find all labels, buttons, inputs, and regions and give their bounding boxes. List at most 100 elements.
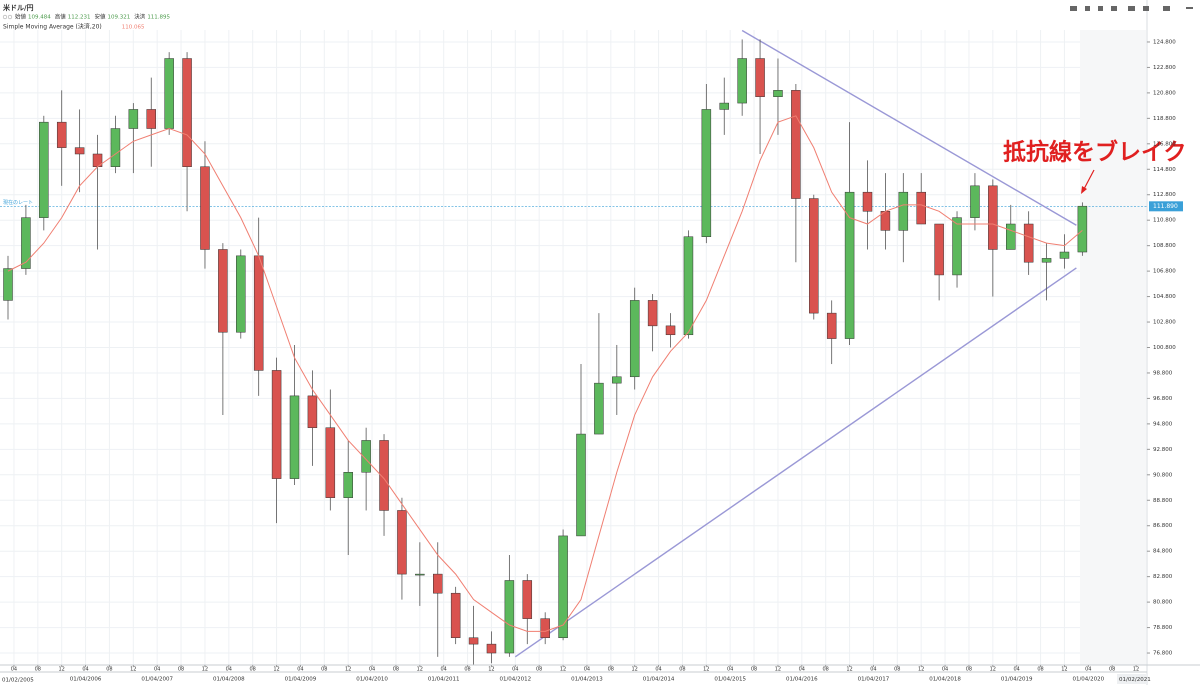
annotation-arrow — [1083, 169, 1095, 190]
info-value: 111.895 — [147, 15, 170, 21]
candle-body — [504, 580, 515, 654]
y-tick-label: 88.800 — [1153, 498, 1173, 504]
year-label: 01/04/2009 — [285, 677, 317, 683]
sma-line — [7, 115, 1083, 632]
year-label: 01/04/2011 — [428, 677, 460, 683]
candle-body — [74, 147, 85, 155]
x-tick-label: 12 — [1061, 667, 1067, 673]
candle-body — [952, 217, 962, 276]
tool-icon[interactable] — [1085, 6, 1090, 11]
x-tick-label: 04 — [942, 667, 948, 673]
candle-body — [683, 236, 694, 336]
y-tick-label: 118.800 — [1153, 116, 1176, 122]
candle-body — [665, 325, 676, 336]
candle-body — [1023, 223, 1034, 263]
candle-body — [701, 109, 712, 237]
candle-body — [379, 440, 389, 511]
x-tick-label: 08 — [751, 667, 757, 673]
y-tick-label: 90.800 — [1153, 472, 1173, 478]
y-tick-label: 102.800 — [1153, 320, 1176, 326]
range-start-label: 01/02/2005 — [2, 678, 34, 684]
candle-body — [343, 472, 353, 498]
x-tick-label: 08 — [679, 667, 685, 673]
x-tick-label: 12 — [632, 667, 638, 673]
year-label: 01/04/2006 — [70, 677, 102, 683]
year-label: 01/04/2018 — [929, 677, 961, 683]
info-value: 112.231 — [68, 15, 91, 21]
candle-body — [522, 580, 533, 619]
candle-body — [558, 535, 568, 639]
x-tick-label: 08 — [823, 667, 829, 673]
candle-body — [755, 58, 765, 97]
tool-icon[interactable] — [1111, 6, 1117, 11]
candle-body — [146, 109, 156, 129]
x-tick-label: 12 — [59, 667, 65, 673]
tool-icon[interactable] — [1128, 6, 1135, 11]
y-tick-label: 86.800 — [1153, 523, 1173, 529]
y-tick-label: 76.800 — [1153, 651, 1173, 657]
year-label: 01/04/2017 — [858, 677, 890, 683]
tool-icon[interactable] — [1070, 6, 1077, 11]
candle-body — [934, 223, 944, 276]
y-tick-label: 116.800 — [1153, 141, 1176, 147]
x-tick-label: 12 — [775, 667, 781, 673]
x-tick-label: 08 — [35, 667, 41, 673]
candle-body — [1006, 223, 1016, 250]
y-tick-label: 80.800 — [1153, 600, 1173, 606]
y-tick-label: 108.800 — [1153, 243, 1176, 249]
x-tick-label: 12 — [345, 667, 351, 673]
candle-body — [110, 128, 121, 167]
range-end-label: 01/02/2021 — [1119, 677, 1151, 683]
candle-body — [415, 573, 425, 576]
tool-icon[interactable] — [1186, 7, 1193, 9]
indicator-name: Simple Moving Average (決済,20) — [3, 23, 102, 31]
info-value: 109.321 — [108, 15, 131, 21]
candle-body — [1041, 258, 1052, 263]
y-tick-label: 110.800 — [1153, 218, 1176, 224]
x-tick-label: 04 — [226, 667, 232, 673]
x-tick-label: 04 — [369, 667, 375, 673]
x-tick-label: 04 — [584, 667, 590, 673]
tool-icon[interactable] — [1163, 6, 1170, 11]
x-tick-label: 12 — [273, 667, 279, 673]
candle-body — [433, 573, 443, 594]
x-tick-label: 04 — [727, 667, 733, 673]
x-tick-label: 08 — [464, 667, 470, 673]
tool-icon[interactable] — [1098, 6, 1103, 11]
y-tick-label: 120.800 — [1153, 90, 1176, 96]
y-tick-label: 100.800 — [1153, 345, 1176, 351]
y-tick-label: 114.800 — [1153, 167, 1176, 173]
tool-icon[interactable] — [1143, 6, 1149, 11]
candle-body — [397, 510, 407, 575]
current-price-label: 現在のレート — [3, 199, 33, 206]
candle-body — [289, 395, 300, 479]
candle-body — [844, 191, 855, 339]
candle-body — [468, 637, 479, 645]
year-label: 01/04/2007 — [141, 677, 173, 683]
info-dot — [2, 14, 8, 20]
candle-body — [450, 592, 461, 639]
x-tick-label: 04 — [1014, 667, 1020, 673]
x-tick-label: 08 — [1109, 667, 1115, 673]
candle-body — [361, 440, 371, 473]
candle-body — [988, 185, 998, 250]
x-tick-label: 08 — [178, 667, 184, 673]
year-label: 01/04/2016 — [786, 677, 818, 683]
x-tick-label: 08 — [1037, 667, 1043, 673]
x-tick-label: 04 — [82, 667, 88, 673]
y-tick-label: 122.800 — [1153, 65, 1176, 71]
x-tick-label: 08 — [966, 667, 972, 673]
year-label: 01/04/2008 — [213, 677, 245, 683]
x-tick-label: 04 — [655, 667, 661, 673]
year-label: 01/04/2015 — [714, 677, 746, 683]
x-tick-label: 04 — [512, 667, 518, 673]
x-tick-label: 08 — [608, 667, 614, 673]
chart-title: 米ドル/円 — [2, 3, 34, 12]
info-label: 始値 — [15, 13, 27, 21]
y-tick-label: 112.800 — [1153, 192, 1176, 198]
y-tick-label: 106.800 — [1153, 269, 1176, 275]
candle-body — [200, 166, 210, 250]
indicator-value: 110.065 — [122, 25, 145, 31]
y-tick-label: 84.800 — [1153, 549, 1173, 555]
